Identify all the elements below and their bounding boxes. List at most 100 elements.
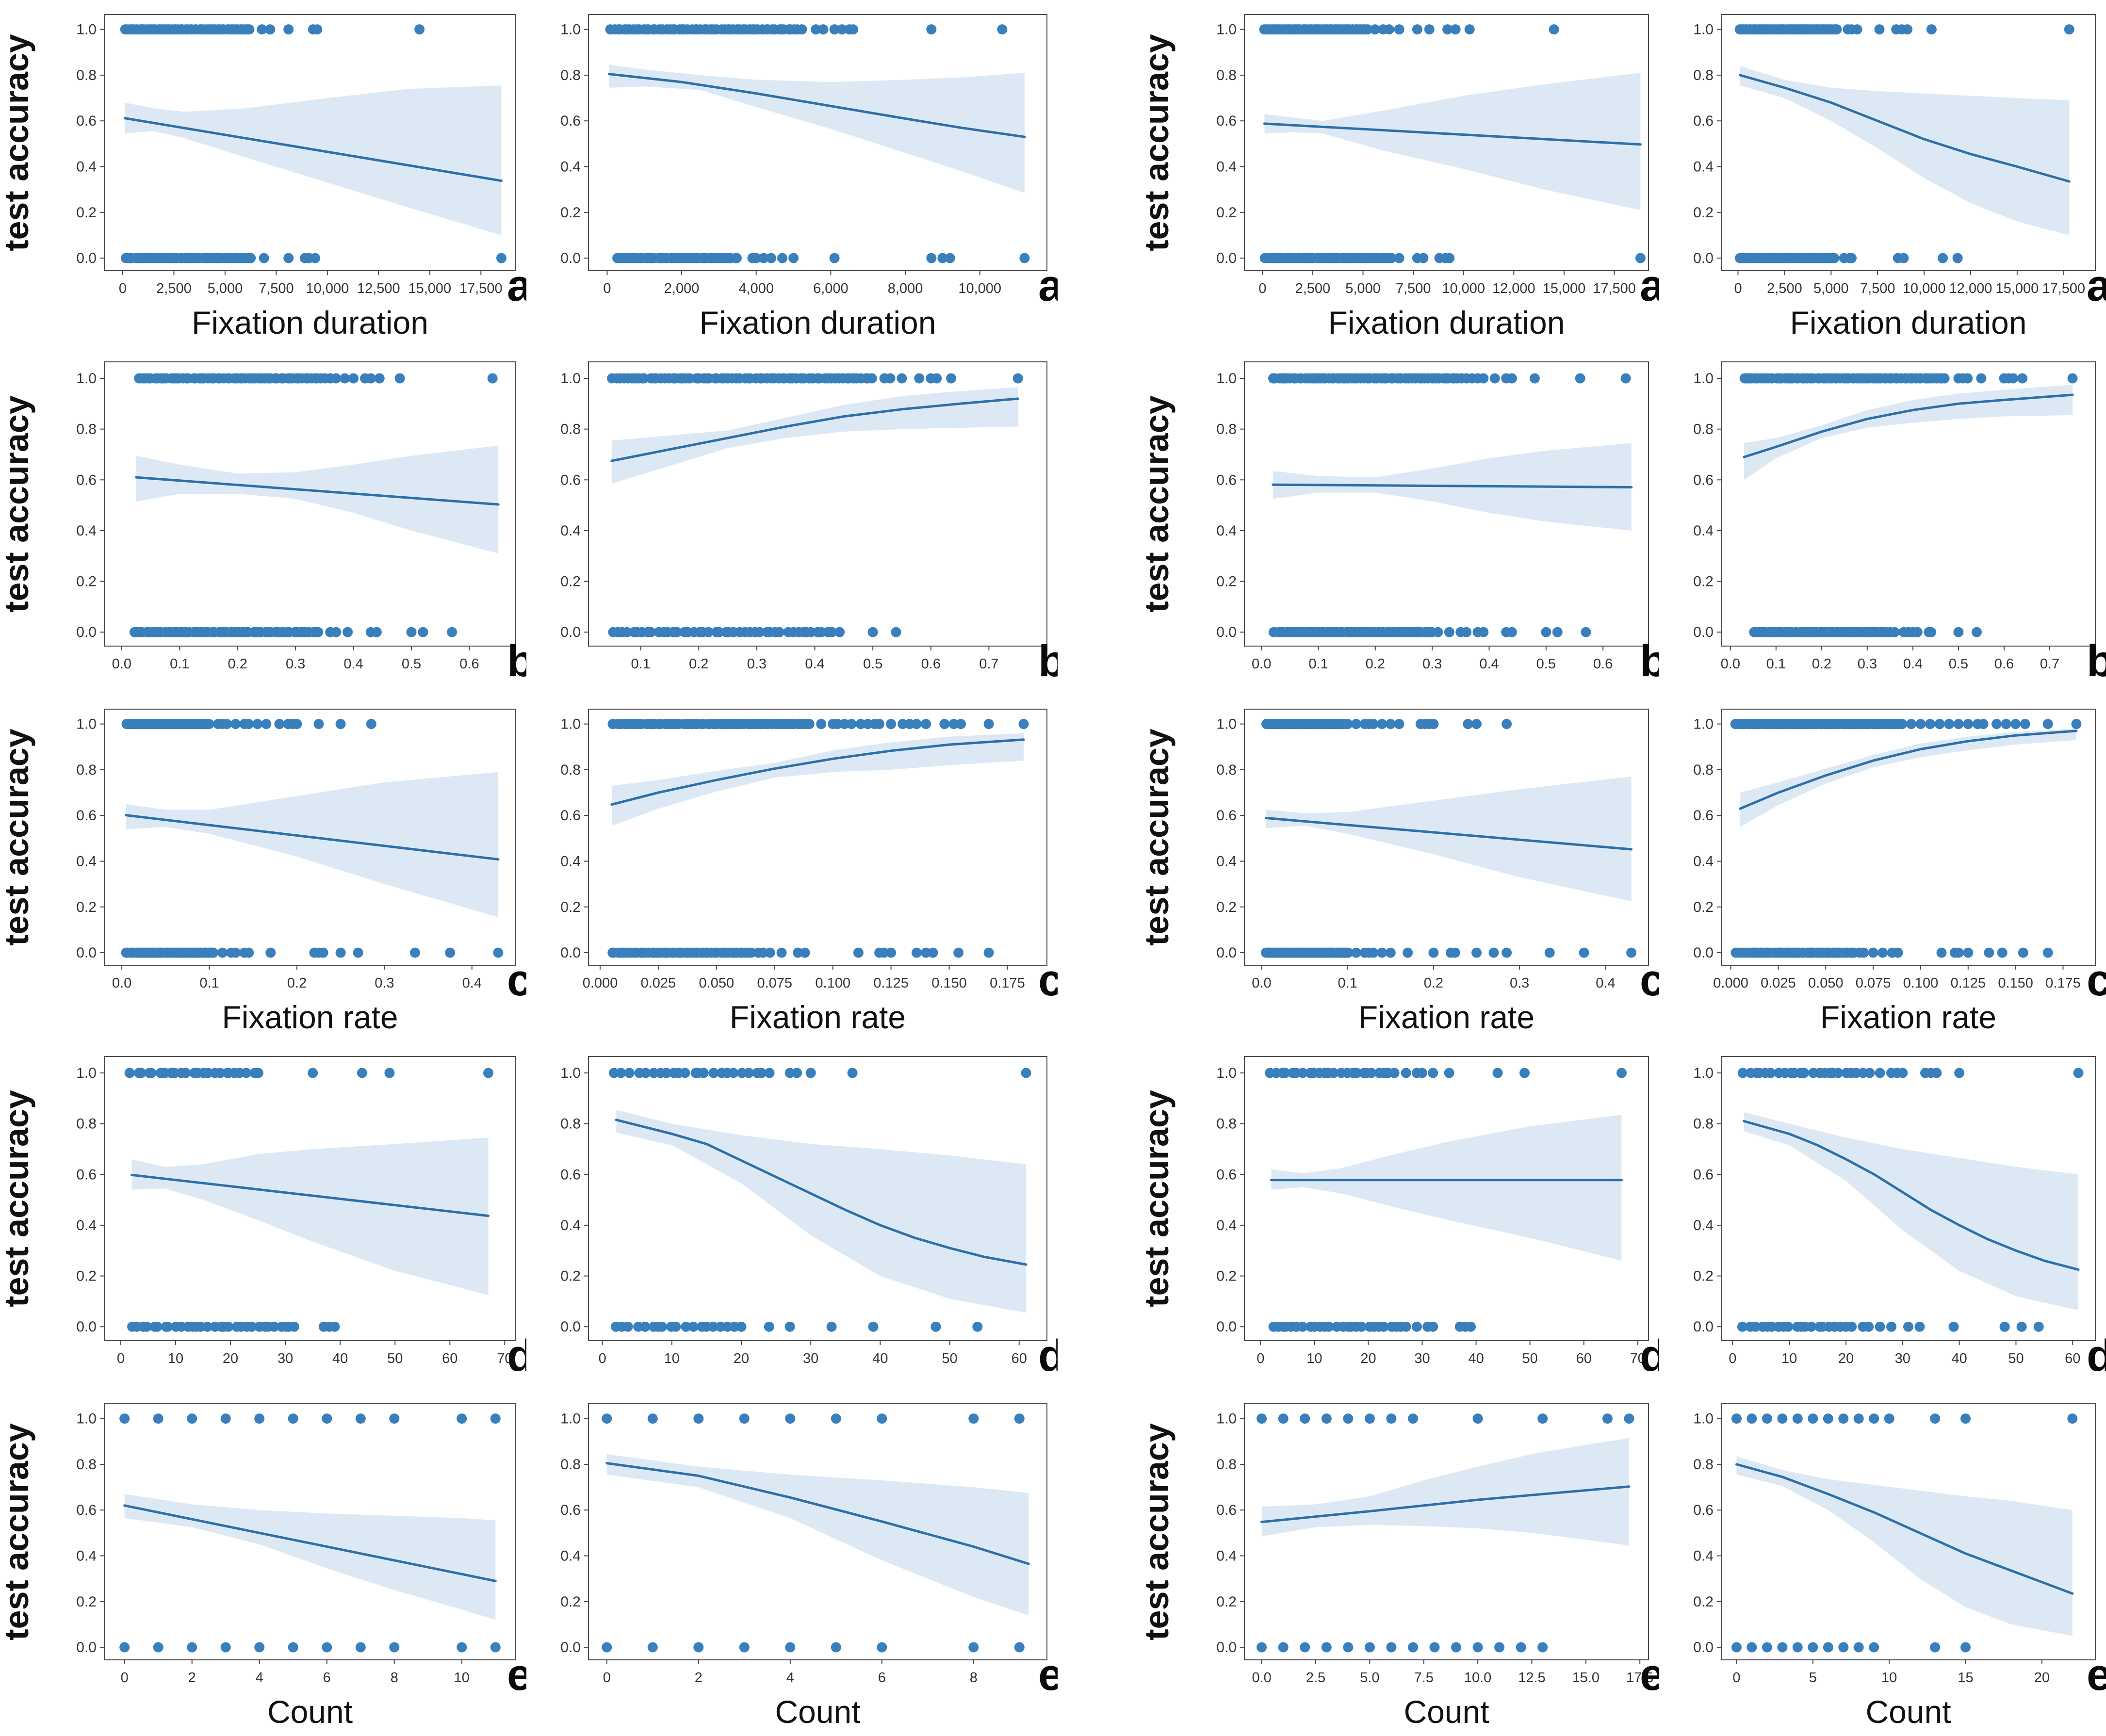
svg-text:0.2: 0.2 [76, 205, 97, 221]
svg-text:0.150: 0.150 [931, 975, 967, 991]
y-axis-ticks: 0.0 0.2 0.4 0.6 0.8 1.0 [76, 22, 104, 266]
plot-d2: 0.0 0.2 0.4 0.6 0.8 1.0 0 10 20 30 40 50 60 d2 [560, 1056, 1090, 1380]
plot-cell-c1: 0.0 0.2 0.4 0.6 0.8 1.0 0.0 0.1 0.2 0.3 0.4 Fixatio… [0, 695, 556, 1042]
x-axis-ticks: 0 2 4 6 8 [603, 1660, 978, 1686]
svg-text:8: 8 [970, 1670, 978, 1686]
svg-text:0.0: 0.0 [1252, 975, 1271, 991]
y-axis-label: test accuracy [0, 1090, 35, 1307]
svg-text:0.6: 0.6 [1216, 1167, 1237, 1183]
svg-text:0: 0 [1257, 1351, 1264, 1366]
y-axis-ticks: 0.0 0.2 0.4 0.6 0.8 1.0 [1693, 1411, 1721, 1655]
svg-text:0.2: 0.2 [560, 205, 581, 221]
x-axis-ticks: 0.0 0.1 0.2 0.3 0.4 0.5 0.6 0.7 [1721, 646, 2059, 672]
scatter-points-y1 [1734, 24, 2074, 35]
scatter-points-y0 [1259, 253, 1646, 263]
svg-text:1.0: 1.0 [76, 716, 97, 732]
svg-text:0.8: 0.8 [76, 762, 97, 778]
x-axis-ticks: 0.000 0.025 0.050 0.075 0.100 0.125 0.150 0.175 [583, 965, 1025, 991]
svg-text:0.0: 0.0 [76, 945, 97, 961]
svg-text:0.5: 0.5 [402, 656, 421, 672]
scatter-points-y1 [1259, 24, 1559, 35]
confidence-band [1744, 1112, 2078, 1311]
svg-text:0.2: 0.2 [560, 1594, 581, 1610]
svg-text:10,000: 10,000 [1903, 281, 1946, 296]
axes-box [104, 709, 516, 966]
svg-text:0.6: 0.6 [1216, 113, 1237, 129]
svg-text:0: 0 [119, 281, 127, 296]
confidence-band [124, 1494, 496, 1620]
svg-text:0: 0 [117, 1351, 125, 1366]
scatter-points-y1 [607, 373, 1023, 384]
svg-text:1.0: 1.0 [1693, 716, 1714, 732]
svg-text:0.2: 0.2 [560, 1268, 581, 1284]
y-axis-ticks: 0.0 0.2 0.4 0.6 0.8 1.0 [1693, 716, 1721, 961]
scatter-points-y1 [1730, 719, 2082, 730]
svg-text:0.4: 0.4 [1216, 1217, 1237, 1233]
scatter-points-y1 [1257, 1413, 1634, 1424]
y-axis-ticks: 0.0 0.2 0.4 0.6 0.8 1.0 [76, 1065, 104, 1335]
scatter-points-y0 [1731, 947, 2053, 958]
svg-text:2,000: 2,000 [664, 281, 700, 296]
plot-cell-c4: 0.0 0.2 0.4 0.6 0.8 1.0 0.000 0.025 0.050 0.075 0.… [1659, 695, 2106, 1042]
svg-text:0.6: 0.6 [1216, 808, 1237, 824]
svg-text:60: 60 [1012, 1351, 1027, 1366]
svg-text:0.025: 0.025 [1761, 975, 1796, 991]
scatter-points-y1 [1739, 373, 2078, 384]
svg-text:40: 40 [1468, 1351, 1484, 1366]
svg-text:17,500: 17,500 [1593, 281, 1636, 296]
scatter-points-y0 [1731, 1642, 1971, 1653]
svg-text:0.8: 0.8 [1693, 762, 1714, 778]
svg-text:60: 60 [2065, 1351, 2080, 1366]
svg-text:0.4: 0.4 [805, 656, 824, 672]
x-axis-ticks: 0 10 20 30 40 50 60 [1729, 1341, 2080, 1366]
x-axis-ticks: 0.0 0.1 0.2 0.3 0.4 0.5 0.6 [112, 646, 479, 672]
svg-text:0.025: 0.025 [641, 975, 676, 991]
panel-label: c4 [2087, 956, 2106, 1005]
svg-text:0.0: 0.0 [1693, 250, 1714, 266]
svg-text:0.0: 0.0 [560, 1319, 581, 1335]
svg-text:50: 50 [2008, 1351, 2024, 1366]
x-axis-ticks: 0.0 0.1 0.2 0.3 0.4 0.5 0.6 [1252, 646, 1613, 672]
scatter-points-y1 [120, 24, 425, 35]
svg-text:60: 60 [1576, 1351, 1592, 1366]
svg-text:0.2: 0.2 [560, 574, 581, 590]
svg-text:1.0: 1.0 [560, 1065, 581, 1081]
svg-text:1.0: 1.0 [1216, 1411, 1237, 1427]
svg-text:20: 20 [223, 1351, 238, 1366]
svg-text:0.6: 0.6 [76, 1502, 97, 1518]
axes-box [1244, 1056, 1649, 1341]
svg-text:4: 4 [256, 1670, 263, 1686]
svg-text:0.6: 0.6 [560, 1167, 581, 1183]
svg-text:0.1: 0.1 [631, 656, 650, 672]
y-axis-label: test accuracy [0, 1423, 35, 1640]
scatter-points-y0 [1737, 1321, 2044, 1332]
svg-text:2,500: 2,500 [1767, 281, 1802, 296]
svg-text:0.4: 0.4 [1216, 159, 1237, 175]
svg-text:1.0: 1.0 [560, 716, 581, 732]
svg-text:0.8: 0.8 [1216, 67, 1237, 83]
svg-text:0: 0 [121, 1670, 129, 1686]
confidence-band [125, 85, 502, 235]
svg-text:20: 20 [2034, 1670, 2050, 1686]
y-axis-ticks: 0.0 0.2 0.4 0.6 0.8 1.0 [1216, 22, 1244, 266]
plot-b1: 0.0 0.2 0.4 0.6 0.8 1.0 0.0 0.1 0.2 0.3 0.4 0.5 0.6 t… [0, 361, 559, 686]
panel-label: b3 [1640, 636, 1659, 686]
plot-cell-c2: 0.0 0.2 0.4 0.6 0.8 1.0 0.000 0.025 0.050 0.075 0.… [526, 695, 1088, 1042]
svg-text:0.6: 0.6 [1693, 1167, 1714, 1183]
plot-b2: 0.0 0.2 0.4 0.6 0.8 1.0 0.1 0.2 0.3 0.4 0.5 0.6 0.7 b… [560, 361, 1090, 686]
x-axis-ticks: 0 2,500 5,000 7,500 10,000 12,000 15,000 17,500 [1734, 271, 2085, 296]
svg-text:0.6: 0.6 [1693, 472, 1714, 488]
regression-line [1264, 816, 1633, 851]
svg-text:15,000: 15,000 [1543, 281, 1586, 296]
regression-line [615, 1119, 1028, 1266]
svg-text:0.0: 0.0 [1216, 250, 1237, 266]
plot-cell-a2: 0.0 0.2 0.4 0.6 0.8 1.0 0 2,000 4,000 6,000 8,000 1… [526, 0, 1088, 347]
panel-label: a3 [1640, 261, 1659, 310]
confidence-band [1740, 66, 2070, 235]
svg-text:0.6: 0.6 [1593, 656, 1613, 672]
scatter-points-y0 [1268, 627, 1591, 637]
svg-text:0.4: 0.4 [560, 1548, 581, 1564]
plot-cell-a4: 0.0 0.2 0.4 0.6 0.8 1.0 0 2,500 5,000 7,500 10,000… [1659, 0, 2106, 347]
y-axis-ticks: 0.0 0.2 0.4 0.6 0.8 1.0 [76, 716, 104, 961]
svg-text:0.8: 0.8 [560, 1116, 581, 1132]
